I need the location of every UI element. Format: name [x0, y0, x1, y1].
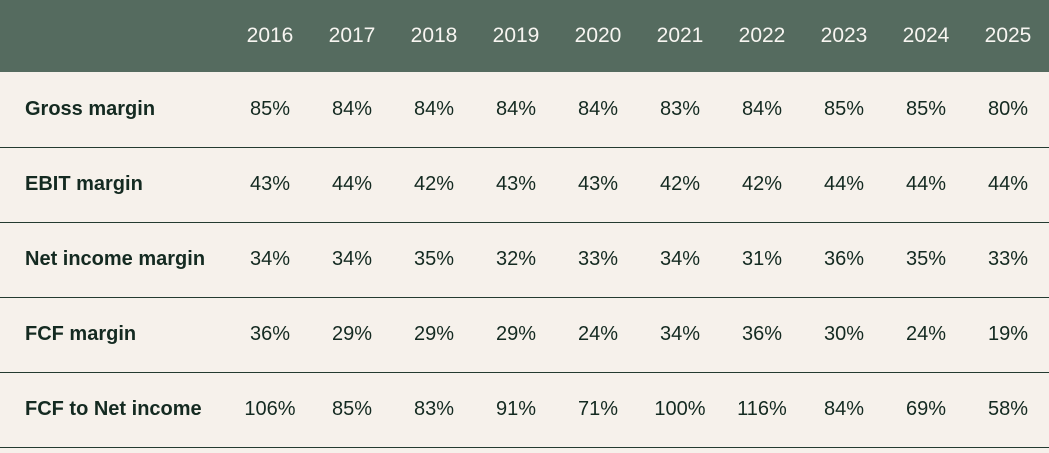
metric-value: 106% — [229, 372, 311, 448]
year-column-header: 2016 — [229, 0, 311, 72]
metric-value: 19% — [967, 297, 1049, 373]
metric-value: 31% — [721, 222, 803, 298]
year-header-row: 2016 2017 2018 2019 2020 2021 2022 2023 2024 2025 — [0, 0, 1049, 72]
metric-value: 71% — [557, 372, 639, 448]
metric-value: 42% — [393, 147, 475, 223]
metric-label: Net income margin — [0, 222, 229, 298]
metric-value: 34% — [639, 222, 721, 298]
metric-value: 116% — [721, 372, 803, 448]
metric-value: 43% — [229, 147, 311, 223]
metric-value: 100% — [639, 372, 721, 448]
metric-value: 35% — [393, 222, 475, 298]
year-column-header: 2019 — [475, 0, 557, 72]
year-column-header: 2020 — [557, 0, 639, 72]
metric-value: 69% — [885, 372, 967, 448]
metric-label: FCF to Net income — [0, 372, 229, 448]
metric-value: 85% — [311, 372, 393, 448]
year-column-header: 2023 — [803, 0, 885, 72]
metric-value: 36% — [229, 297, 311, 373]
metric-value: 83% — [639, 72, 721, 148]
table-row: FCF margin 36% 29% 29% 29% 24% 34% 36% 30% 24% 19% — [0, 297, 1049, 373]
metric-value: 34% — [639, 297, 721, 373]
metric-value: 84% — [721, 72, 803, 148]
metric-value: 30% — [803, 297, 885, 373]
metric-value: 84% — [311, 72, 393, 148]
metric-value: 44% — [803, 147, 885, 223]
metric-value: 85% — [803, 72, 885, 148]
year-column-header: 2018 — [393, 0, 475, 72]
metric-value: 85% — [229, 72, 311, 148]
metric-value: 84% — [475, 72, 557, 148]
metric-value: 43% — [475, 147, 557, 223]
metric-label: EBIT margin — [0, 147, 229, 223]
table-body: Gross margin 85% 84% 84% 84% 84% 83% 84% 85% 85% 8… — [0, 72, 1049, 448]
metric-label: FCF margin — [0, 297, 229, 373]
metric-value: 44% — [885, 147, 967, 223]
year-column-header: 2025 — [967, 0, 1049, 72]
metric-value: 84% — [557, 72, 639, 148]
metric-value: 84% — [393, 72, 475, 148]
metric-value: 91% — [475, 372, 557, 448]
metric-value: 35% — [885, 222, 967, 298]
metric-value: 44% — [967, 147, 1049, 223]
metric-value: 80% — [967, 72, 1049, 148]
metric-value: 36% — [721, 297, 803, 373]
table-row: FCF to Net income 106% 85% 83% 91% 71% 100% 116… — [0, 372, 1049, 448]
metric-value: 58% — [967, 372, 1049, 448]
metric-value: 24% — [885, 297, 967, 373]
metric-value: 43% — [557, 147, 639, 223]
table-row: Net income margin 34% 34% 35% 32% 33% 34% 31% 36… — [0, 222, 1049, 298]
metric-value: 32% — [475, 222, 557, 298]
metric-value: 29% — [393, 297, 475, 373]
metric-value: 84% — [803, 372, 885, 448]
metric-value: 36% — [803, 222, 885, 298]
metric-value: 29% — [311, 297, 393, 373]
year-column-header: 2017 — [311, 0, 393, 72]
metric-value: 33% — [557, 222, 639, 298]
year-column-header: 2021 — [639, 0, 721, 72]
table-row: Gross margin 85% 84% 84% 84% 84% 83% 84% 85% 85% 8… — [0, 72, 1049, 148]
metric-value: 42% — [721, 147, 803, 223]
metric-value: 44% — [311, 147, 393, 223]
table-row: EBIT margin 43% 44% 42% 43% 43% 42% 42% 44% 44% 44… — [0, 147, 1049, 223]
metric-value: 33% — [967, 222, 1049, 298]
metric-value: 85% — [885, 72, 967, 148]
metric-value: 83% — [393, 372, 475, 448]
metric-value: 34% — [229, 222, 311, 298]
metric-label: Gross margin — [0, 72, 229, 148]
metric-value: 42% — [639, 147, 721, 223]
year-column-header: 2024 — [885, 0, 967, 72]
header-corner-cell — [0, 0, 229, 72]
year-column-header: 2022 — [721, 0, 803, 72]
metric-value: 29% — [475, 297, 557, 373]
metric-value: 24% — [557, 297, 639, 373]
metric-value: 34% — [311, 222, 393, 298]
